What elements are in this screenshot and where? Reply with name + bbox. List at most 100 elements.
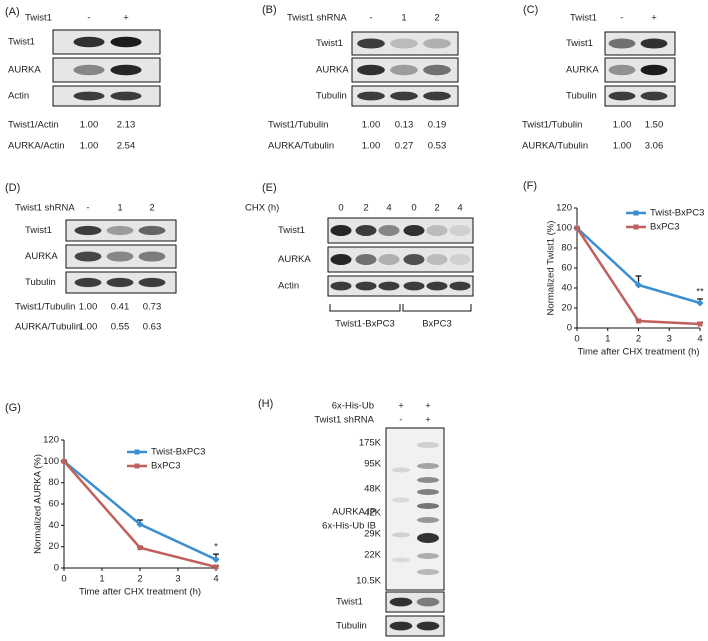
blot-smear xyxy=(417,463,439,469)
data-point xyxy=(574,225,580,231)
group-bracket xyxy=(329,304,401,312)
blot-band xyxy=(138,225,166,236)
panel-label: (A) xyxy=(5,6,20,18)
quant-label: AURKA/Tubulin xyxy=(522,141,588,152)
lane-label: - xyxy=(399,415,402,426)
blot-band xyxy=(330,254,352,265)
legend-marker xyxy=(134,463,140,469)
legend-label: Twist-BxPC3 xyxy=(151,447,205,458)
lane-header: 6x-His-Ub xyxy=(332,401,374,412)
quant-value: 2.13 xyxy=(117,120,136,131)
quant-value: 0.73 xyxy=(143,302,162,313)
quant-label: AURKA/Tubulin xyxy=(15,322,81,333)
data-point xyxy=(634,281,643,289)
blot-band xyxy=(74,225,102,236)
blot-smear xyxy=(417,503,439,509)
y-tick-label: 60 xyxy=(48,499,59,510)
blot-band xyxy=(389,597,413,607)
blot-smear xyxy=(392,497,410,503)
blot-strip xyxy=(52,85,161,107)
blot-band xyxy=(74,277,102,288)
y-tick-label: 120 xyxy=(43,435,59,446)
blot-band xyxy=(426,281,448,291)
row-label: Twist1 xyxy=(336,597,363,608)
blot-band xyxy=(110,91,142,101)
quant-label: Twist1/Tubulin xyxy=(15,302,75,313)
y-axis-label: Normalized AURKA (%) xyxy=(33,454,44,554)
blot-band xyxy=(110,36,142,48)
row-label: Twist1 xyxy=(566,38,593,49)
row-label: Twist1 xyxy=(8,37,35,48)
ip-label: AURKA IP xyxy=(332,507,376,518)
quant-value: 1.00 xyxy=(613,120,632,131)
data-point xyxy=(696,299,704,307)
quant-value: 0.55 xyxy=(111,322,130,333)
legend-marker xyxy=(633,210,639,216)
blot-band xyxy=(357,64,385,76)
data-point xyxy=(697,321,703,327)
blot-band xyxy=(640,64,668,76)
y-tick-label: 80 xyxy=(561,243,572,254)
series-line xyxy=(63,460,217,569)
y-tick-label: 40 xyxy=(48,520,59,531)
blot-band xyxy=(423,64,451,76)
x-tick-label: 3 xyxy=(175,574,180,585)
blot-band xyxy=(378,281,400,291)
legend-label: Twist-BxPC3 xyxy=(650,208,704,219)
row-label: AURKA xyxy=(25,251,58,262)
blot-band xyxy=(423,91,451,101)
blot-band xyxy=(138,277,166,288)
blot-band xyxy=(106,225,134,236)
quant-value: 1.00 xyxy=(79,322,98,333)
x-tick-label: 2 xyxy=(636,334,641,345)
blot-band xyxy=(138,251,166,262)
x-tick-label: 0 xyxy=(61,574,66,585)
x-tick-label: 2 xyxy=(137,574,142,585)
row-label: Tubulin xyxy=(316,91,347,102)
lane-header: Twist1 shRNA xyxy=(287,13,347,24)
quant-value: 0.19 xyxy=(428,120,447,131)
lane-header: Twist1 xyxy=(25,13,52,24)
blot-strip xyxy=(604,31,676,56)
blot-band xyxy=(449,225,471,236)
quant-label: Twist1/Tubulin xyxy=(522,120,582,131)
blot-band xyxy=(423,38,451,49)
blot-smear xyxy=(417,489,439,495)
blot-smear xyxy=(417,517,439,523)
blot-band xyxy=(640,38,668,49)
lane-label: 1 xyxy=(117,203,122,214)
blot-band xyxy=(74,251,102,262)
blot-smear xyxy=(392,467,410,473)
x-tick-label: 3 xyxy=(667,334,672,345)
y-tick-label: 120 xyxy=(556,203,572,214)
blot-band xyxy=(330,225,352,236)
blot-band xyxy=(403,254,425,265)
blot-smear xyxy=(417,569,439,575)
data-point xyxy=(213,564,219,570)
legend-label: BxPC3 xyxy=(151,461,181,472)
lane-label: 0 xyxy=(411,203,416,214)
quant-value: 1.00 xyxy=(613,141,632,152)
lane-label: + xyxy=(425,415,431,426)
blot-band xyxy=(449,281,471,291)
blot-smear xyxy=(417,533,439,543)
series-line xyxy=(63,460,217,561)
quant-value: 2.54 xyxy=(117,141,136,152)
lane-label: 2 xyxy=(363,203,368,214)
data-point xyxy=(136,520,144,528)
mw-marker: 95K xyxy=(364,459,382,470)
lane-header: Twist1 shRNA xyxy=(15,203,75,214)
x-tick-label: 4 xyxy=(697,334,702,345)
blot-band xyxy=(390,91,418,101)
blot-band xyxy=(110,64,142,76)
panel-label: (D) xyxy=(5,182,20,194)
blot-band xyxy=(390,64,418,76)
blot-band xyxy=(403,225,425,236)
blot-strip xyxy=(327,246,474,273)
panel-label: (C) xyxy=(523,4,538,16)
mw-marker: 48K xyxy=(364,484,382,495)
data-point xyxy=(137,545,143,551)
y-tick-label: 20 xyxy=(561,303,572,314)
quant-value: 0.13 xyxy=(395,120,414,131)
